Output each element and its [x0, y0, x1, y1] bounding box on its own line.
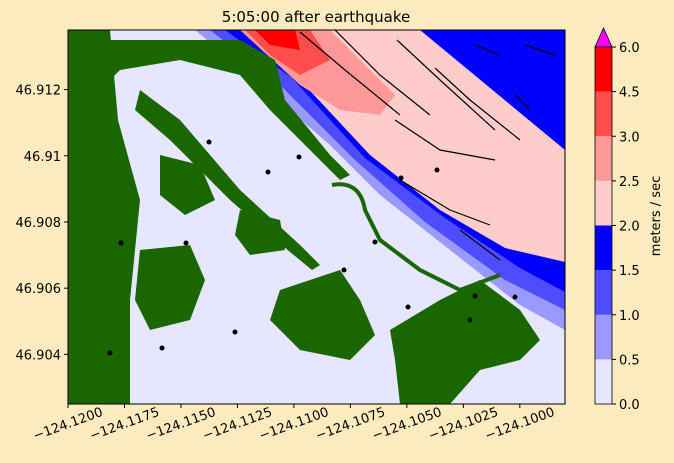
colorbar-tick-label: 1.0	[619, 309, 640, 324]
colorbar-segment	[595, 359, 612, 404]
colorbar-tick-label: 1.5	[619, 264, 640, 279]
colorbar-segment	[595, 180, 612, 226]
jetty	[331, 182, 501, 293]
land	[235, 210, 285, 255]
land	[135, 245, 205, 330]
y-tick-label: 46.91	[24, 150, 61, 165]
gauges	[107, 139, 518, 356]
land	[68, 30, 140, 404]
y-tick-label: 46.908	[16, 216, 62, 231]
colorbar-tick-label: 3.0	[619, 130, 640, 145]
colorbar-label: meters / sec	[649, 176, 664, 256]
y-tick-label: 46.904	[16, 348, 62, 363]
colorbar-tick-label: 0.5	[619, 353, 640, 368]
colorbar-segment	[595, 225, 612, 271]
colorbar-segment	[595, 136, 612, 181]
colorbar-segment	[595, 270, 612, 315]
colorbar-tick-label: 0.0	[619, 398, 640, 413]
colorbar-tick-label: 4.5	[619, 86, 640, 101]
colorbar-tick-label: 2.0	[619, 220, 640, 235]
colorbar-segment	[595, 314, 612, 360]
colorbar-segment	[595, 47, 612, 92]
plot-frame	[67, 29, 566, 405]
map	[68, 30, 565, 404]
y-tick-label: 46.912	[16, 84, 62, 99]
land	[390, 280, 540, 404]
y-tick-label: 46.906	[16, 282, 62, 297]
zone	[255, 30, 300, 50]
land	[270, 270, 375, 360]
streamlines	[299, 30, 556, 261]
land	[100, 40, 350, 180]
chart-title: 5:05:00 after earthquake	[222, 8, 410, 26]
colorbar-tick-label: 2.5	[619, 175, 640, 190]
land	[160, 155, 215, 215]
colorbar-segment	[595, 91, 612, 137]
colorbar-tick-label: 6.0	[619, 41, 640, 56]
